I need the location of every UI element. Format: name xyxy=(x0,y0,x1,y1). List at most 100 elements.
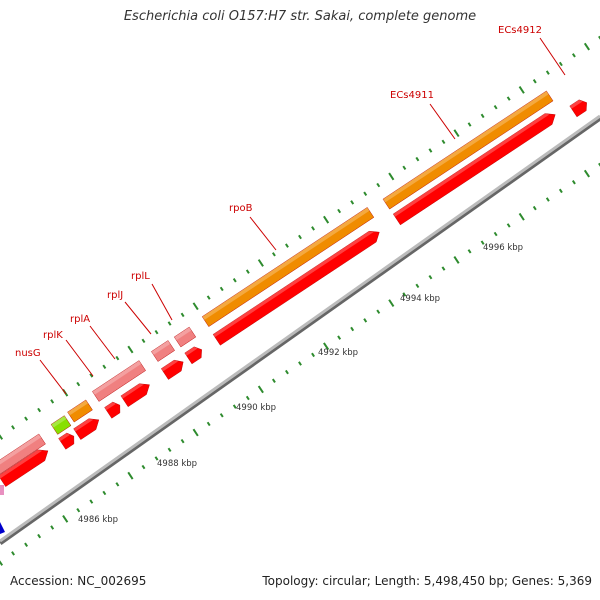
upper-scale-tick xyxy=(571,53,576,58)
upper-scale-tick xyxy=(285,243,289,248)
lower-scale-tick xyxy=(583,169,590,178)
cds-feature xyxy=(58,432,75,450)
lower-scale-tick xyxy=(323,342,330,351)
gene-leader-line xyxy=(89,325,116,360)
upper-scale-tick xyxy=(428,148,433,153)
kbp-label: 4986 kbp xyxy=(78,515,118,525)
upper-scale-tick xyxy=(76,381,81,387)
lower-scale-tick xyxy=(167,447,172,453)
lower-scale-tick xyxy=(180,438,185,444)
cds-feature xyxy=(184,346,202,365)
feature-marker xyxy=(0,485,4,495)
upper-scale-tick xyxy=(271,252,276,257)
lower-scale-tick xyxy=(363,318,368,323)
upper-scale-tick xyxy=(0,434,4,440)
upper-scale-tick xyxy=(363,191,368,196)
cds-feature xyxy=(73,418,100,440)
upper-scale-tick xyxy=(453,129,460,138)
lower-scale-tick xyxy=(11,551,15,556)
lower-scale-tick xyxy=(598,162,600,167)
upper-scale-tick xyxy=(141,338,146,344)
upper-scale-tick xyxy=(493,104,498,110)
lower-scale-tick xyxy=(350,326,355,332)
sequence-axis-highlight xyxy=(0,114,600,543)
lower-scale-tick xyxy=(37,533,42,539)
upper-scale-tick xyxy=(245,269,250,274)
lower-scale-tick xyxy=(89,499,94,504)
upper-scale-tick xyxy=(102,364,107,370)
upper-scale-tick xyxy=(167,321,172,326)
genome-title: Escherichia coli O157:H7 str. Sakai, com… xyxy=(123,9,477,24)
upper-scale-tick xyxy=(311,226,315,231)
upper-scale-tick xyxy=(24,416,29,421)
upper-scale-tick xyxy=(415,156,420,162)
lower-scale-tick xyxy=(402,292,407,297)
kbp-label: 4992 kbp xyxy=(318,348,358,358)
lower-scale-tick xyxy=(115,482,120,487)
gene-label: rplK xyxy=(43,330,63,341)
upper-scale-tick xyxy=(323,215,330,224)
lower-scale-tick xyxy=(257,385,264,394)
lower-scale-tick xyxy=(311,352,315,358)
genome-summary-text: Topology: circular; Length: 5,498,450 bp… xyxy=(262,574,592,588)
gene-feature xyxy=(0,433,46,477)
upper-scale-tick xyxy=(89,373,94,378)
upper-scale-tick xyxy=(154,329,159,335)
upper-scale-tick xyxy=(115,355,120,361)
upper-scale-tick xyxy=(598,35,600,40)
feature-marker xyxy=(0,522,5,534)
cds-feature xyxy=(569,99,587,118)
upper-scale-tick xyxy=(11,425,15,430)
cds-feature xyxy=(212,230,380,346)
upper-scale-tick xyxy=(467,122,472,127)
cds-feature xyxy=(104,401,121,419)
lower-scale-tick xyxy=(428,274,433,280)
lower-scale-tick xyxy=(141,464,146,470)
lower-scale-tick xyxy=(298,361,302,366)
trna-feature xyxy=(50,415,72,435)
upper-scale-tick xyxy=(232,278,237,283)
upper-scale-tick xyxy=(480,113,485,119)
upper-scale-tick xyxy=(532,79,537,84)
upper-scale-tick xyxy=(558,61,563,67)
lower-scale-tick xyxy=(441,266,446,271)
lower-scale-tick xyxy=(493,231,498,237)
lower-scale-tick xyxy=(232,404,237,409)
upper-scale-tick xyxy=(350,200,355,205)
upper-scale-tick xyxy=(50,399,55,404)
lower-scale-tick xyxy=(127,471,134,480)
lower-scale-tick xyxy=(62,514,69,523)
lower-scale-tick xyxy=(506,223,511,228)
gene-leader-line xyxy=(249,216,277,251)
cds-feature xyxy=(120,383,150,407)
gene-feature xyxy=(201,207,375,327)
lower-scale-tick xyxy=(206,421,211,427)
lower-scale-tick xyxy=(415,283,420,289)
upper-scale-tick xyxy=(257,259,264,267)
lower-scale-tick xyxy=(571,180,576,185)
upper-scale-tick xyxy=(583,42,590,51)
upper-scale-tick xyxy=(219,286,224,292)
upper-scale-tick xyxy=(192,302,199,311)
upper-scale-tick xyxy=(127,345,134,354)
upper-scale-tick xyxy=(441,139,446,145)
lower-scale-tick xyxy=(192,428,199,437)
upper-scale-tick xyxy=(298,234,302,240)
kbp-label: 4996 kbp xyxy=(483,243,523,253)
upper-scale-tick xyxy=(545,70,550,75)
gene-label: ECs4912 xyxy=(498,25,542,36)
gene-label: nusG xyxy=(15,348,41,359)
gene-leader-line xyxy=(65,339,94,377)
lower-scale-tick xyxy=(102,490,107,496)
lower-scale-tick xyxy=(337,335,342,340)
kbp-label: 4988 kbp xyxy=(157,459,197,469)
lower-scale-tick xyxy=(154,456,159,461)
cds-feature xyxy=(0,449,49,487)
lower-scale-tick xyxy=(245,395,250,401)
gene-feature xyxy=(173,326,197,348)
lower-scale-tick xyxy=(0,560,4,566)
gene-label: rplL xyxy=(131,271,150,282)
upper-scale-tick xyxy=(402,165,407,171)
lower-scale-tick xyxy=(50,525,55,530)
